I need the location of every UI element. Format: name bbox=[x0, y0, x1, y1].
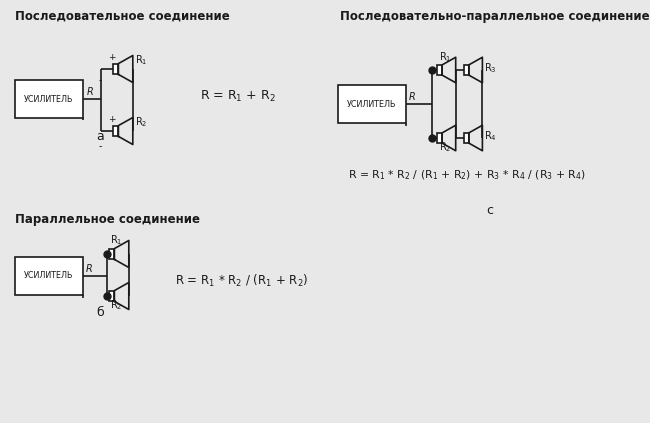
Text: R: R bbox=[87, 87, 94, 97]
Text: УСИЛИТЕЛЬ: УСИЛИТЕЛЬ bbox=[347, 99, 396, 109]
Text: R$_4$: R$_4$ bbox=[484, 129, 497, 143]
Bar bbox=[437, 133, 442, 143]
Bar bbox=[109, 291, 114, 302]
Bar bbox=[109, 249, 114, 259]
Bar bbox=[113, 63, 118, 74]
Text: б: б bbox=[96, 307, 104, 319]
Bar bbox=[338, 85, 406, 123]
Text: Последовательно-параллельное соединение: Последовательно-параллельное соединение bbox=[340, 10, 649, 23]
Bar bbox=[437, 65, 442, 75]
Text: +: + bbox=[109, 115, 116, 124]
Text: R = R$_1$ * R$_2$ / (R$_1$ + R$_2$): R = R$_1$ * R$_2$ / (R$_1$ + R$_2$) bbox=[175, 273, 308, 289]
Text: R: R bbox=[409, 92, 416, 102]
Bar bbox=[463, 133, 469, 143]
Text: -: - bbox=[98, 75, 102, 85]
Bar bbox=[463, 65, 469, 75]
Text: R = R$_1$ * R$_2$ / (R$_1$ + R$_2$) + R$_3$ * R$_4$ / (R$_3$ + R$_4$): R = R$_1$ * R$_2$ / (R$_1$ + R$_2$) + R$… bbox=[348, 168, 586, 182]
Text: R = R$_1$ + R$_2$: R = R$_1$ + R$_2$ bbox=[200, 88, 276, 104]
Text: -: - bbox=[98, 141, 102, 151]
Text: R$_1$: R$_1$ bbox=[110, 233, 122, 247]
Text: Последовательное соединение: Последовательное соединение bbox=[15, 10, 229, 23]
Text: R$_2$: R$_2$ bbox=[110, 298, 122, 312]
Bar bbox=[15, 257, 83, 295]
Text: R$_2$: R$_2$ bbox=[135, 115, 148, 129]
Text: УСИЛИТЕЛЬ: УСИЛИТЕЛЬ bbox=[24, 272, 73, 280]
Text: Параллельное соединение: Параллельное соединение bbox=[15, 213, 200, 226]
Text: +: + bbox=[109, 53, 116, 62]
Text: с: с bbox=[486, 203, 493, 217]
Text: R$_2$: R$_2$ bbox=[439, 140, 452, 154]
Text: R$_1$: R$_1$ bbox=[135, 53, 148, 67]
Text: R$_1$: R$_1$ bbox=[439, 50, 452, 64]
Bar bbox=[113, 126, 118, 136]
Text: УСИЛИТЕЛЬ: УСИЛИТЕЛЬ bbox=[24, 94, 73, 104]
Text: R$_3$: R$_3$ bbox=[484, 61, 497, 75]
Text: а: а bbox=[96, 129, 104, 143]
Bar bbox=[15, 80, 83, 118]
Text: R: R bbox=[86, 264, 93, 274]
